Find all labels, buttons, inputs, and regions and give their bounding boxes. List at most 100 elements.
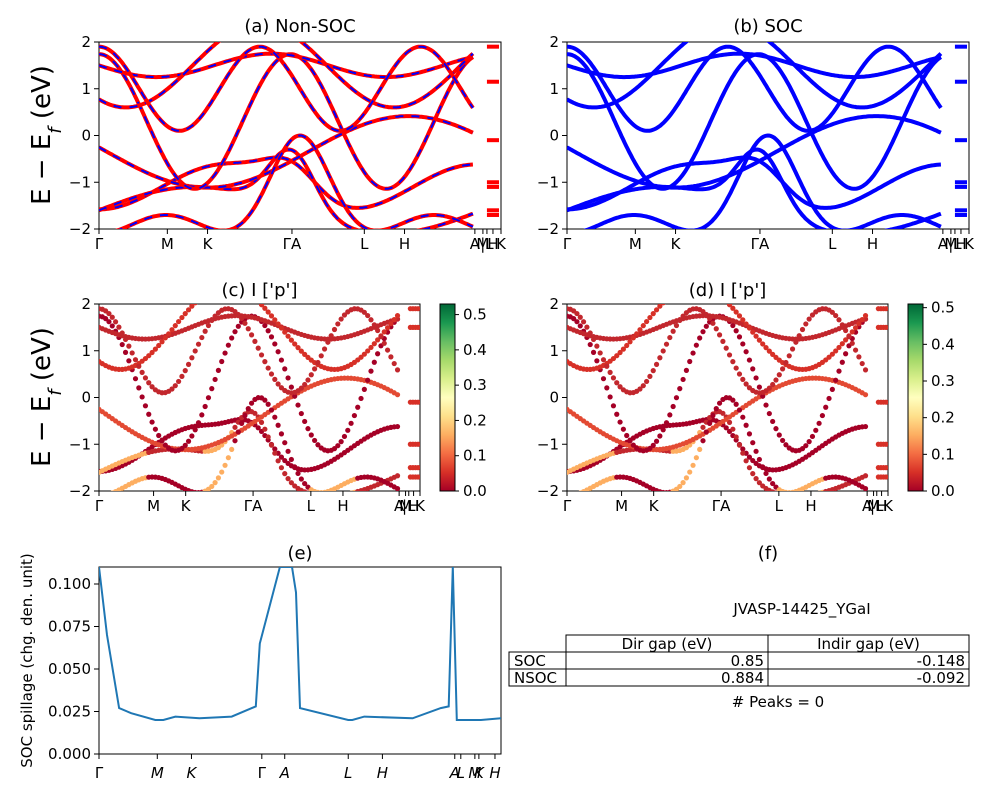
band-dot <box>172 383 178 389</box>
band-dot <box>817 490 821 491</box>
band-dot <box>703 323 709 329</box>
band-dot <box>862 313 869 319</box>
band-dot <box>637 327 643 333</box>
band-line-soc <box>99 45 474 132</box>
x-tick-label: M <box>468 764 481 782</box>
x-tick-label: K <box>415 497 426 515</box>
band-dot <box>149 419 155 425</box>
band-dot <box>212 285 217 290</box>
band-dot <box>176 318 182 325</box>
band-dot <box>763 402 769 408</box>
band-dot <box>823 404 829 410</box>
band-dot <box>786 353 792 359</box>
band-dot <box>614 353 620 359</box>
band-dot <box>149 384 155 390</box>
band-dot <box>189 433 195 439</box>
colorbar-tick-label: 0.0 <box>931 482 955 500</box>
band-dot <box>146 353 152 359</box>
band-dot <box>302 351 308 357</box>
band-line-soc <box>567 51 942 80</box>
band-dot <box>657 433 663 439</box>
band-dot <box>156 432 162 439</box>
band-dot <box>189 355 195 361</box>
band-dot <box>285 333 291 339</box>
band-dot <box>265 309 271 315</box>
band-dot <box>176 378 182 385</box>
band-dot <box>129 350 135 356</box>
band-dot <box>415 306 420 312</box>
band-dot <box>179 373 185 379</box>
x-tick-label: M <box>147 497 160 515</box>
band-dot <box>780 488 786 491</box>
x-tick-label: K <box>203 235 214 253</box>
band-dot <box>319 490 324 491</box>
band-dot <box>345 427 351 433</box>
band-dot <box>248 332 255 338</box>
band-dot <box>394 392 401 398</box>
peaks-label: # Peaks = 0 <box>732 693 824 711</box>
band-dot <box>806 316 812 322</box>
band-dot <box>746 325 753 331</box>
x-tick-label: A <box>394 497 405 515</box>
band-dot <box>282 471 288 477</box>
band-dot <box>288 480 294 486</box>
band-dot <box>756 480 762 486</box>
band-dot <box>275 381 281 387</box>
band-dot <box>219 358 225 365</box>
band-dot <box>185 438 192 444</box>
band-dot <box>594 343 600 349</box>
band-dot <box>132 357 139 363</box>
panel-title-c: (c) I ['p'] <box>221 280 297 301</box>
band-dot <box>232 424 238 430</box>
band-dot <box>571 492 576 497</box>
band-dot <box>315 442 321 448</box>
x-tick-label: H <box>867 235 878 253</box>
band-dot <box>415 465 420 471</box>
band-dot <box>318 353 324 359</box>
x-tick-label: |L <box>480 235 494 253</box>
band-dot <box>733 365 739 371</box>
band-dot <box>322 493 327 498</box>
colorbar-tick-label: 0.2 <box>931 409 955 427</box>
band-dot <box>674 289 679 294</box>
band-dot <box>206 289 211 294</box>
band-dot <box>302 489 308 491</box>
band-dot <box>673 322 680 329</box>
band-dot <box>242 320 248 326</box>
x-tick-label: K <box>964 235 975 253</box>
band-dot <box>663 341 670 347</box>
band-dot <box>196 490 201 491</box>
band-dot <box>677 483 683 490</box>
band-dot <box>733 328 739 334</box>
x-tick-label: |L <box>870 497 884 515</box>
band-dot <box>298 487 304 491</box>
band-dot <box>152 346 158 352</box>
band-dot <box>776 432 782 438</box>
band-dot <box>232 308 238 315</box>
y-tick-label: −1 <box>69 435 91 453</box>
band-dot <box>703 429 709 435</box>
band-line-soc <box>567 114 942 190</box>
band-dot <box>262 397 268 403</box>
band-dot <box>743 349 749 355</box>
band-dot <box>142 375 149 381</box>
band-dot <box>624 342 630 349</box>
band-dot <box>239 420 245 426</box>
band-dot <box>796 333 802 339</box>
band-dot <box>292 393 298 399</box>
band-dot <box>215 475 222 481</box>
band-dot <box>783 359 789 366</box>
band-dot <box>265 434 271 440</box>
band-dot <box>587 330 593 336</box>
band-dot <box>723 425 729 431</box>
band-dot <box>272 414 278 420</box>
band-dot <box>766 385 772 391</box>
x-tick-label: K <box>187 764 198 782</box>
band-dot <box>600 357 607 363</box>
band-dot <box>179 445 185 452</box>
band-dot <box>667 412 673 418</box>
band-dot <box>730 426 736 432</box>
band-dot <box>368 344 374 351</box>
band-dot <box>371 322 377 328</box>
x-tick-label: H <box>876 497 887 515</box>
